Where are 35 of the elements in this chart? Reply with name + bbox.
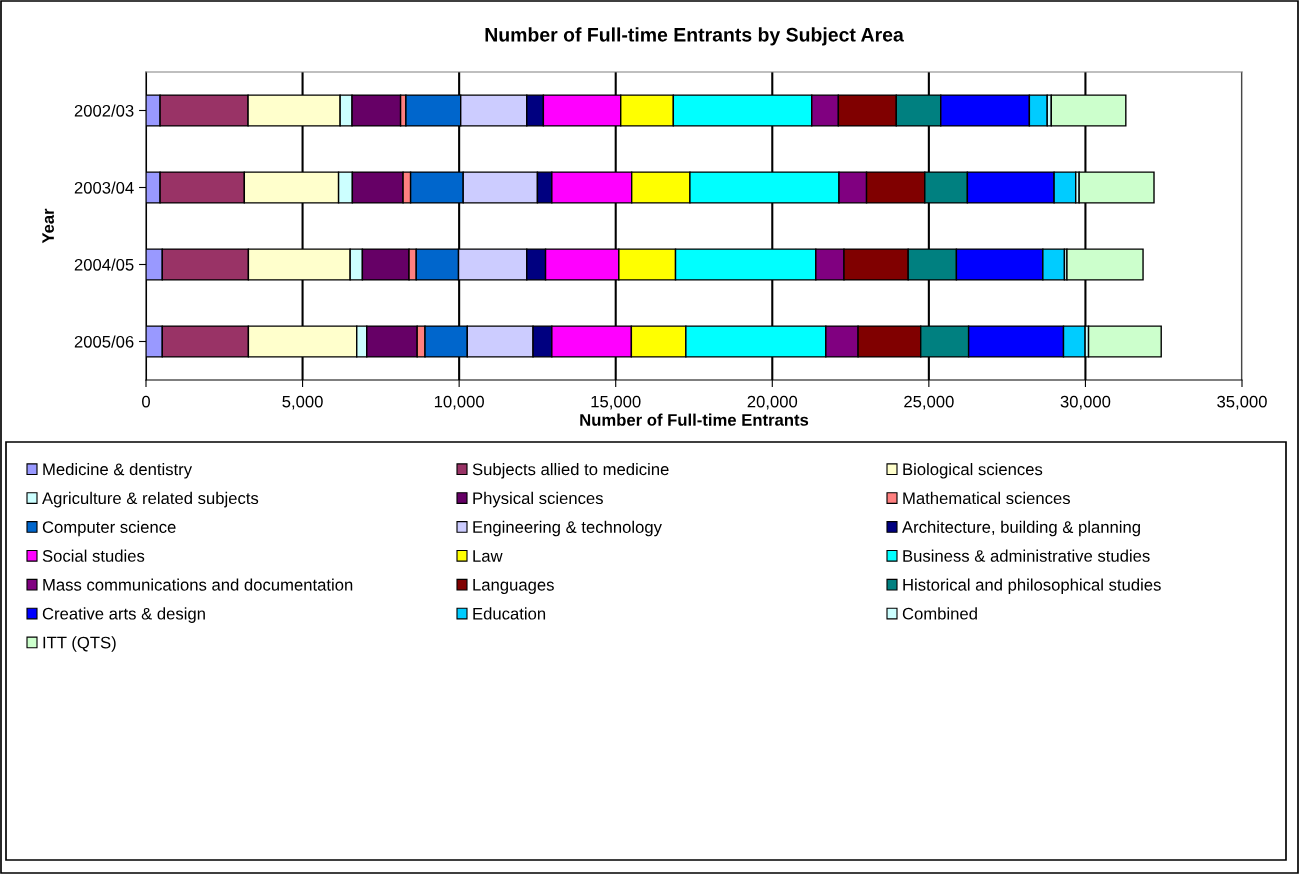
legend-label: Historical and philosophical studies [903,578,1161,595]
y-tick-label: 2003/04 [74,181,134,194]
legend-label: Medicine & dentistry [43,463,193,479]
legend-label: Languages [473,579,554,595]
x-tick-label: 20,000 [747,395,798,410]
y-tick-label: 2002/03 [74,104,134,117]
x-tick-label: 25,000 [904,395,954,410]
x-tick-label: 5,000 [282,395,323,410]
x-tick-label: 35,000 [1217,395,1267,410]
legend-label: ITT (QTS) [43,636,116,652]
legend-label: Computer science [42,520,176,537]
y-axis-title: Year [42,208,54,244]
legend-label: Agriculture & related subjects [42,491,259,508]
legend-label: Education [473,607,546,620]
y-tick-label: 2004/05 [74,258,134,271]
legend-label: Creative arts & design [42,607,205,623]
x-tick-label: 0 [142,395,150,408]
legend-label: Law [473,550,503,562]
x-axis-title: Number of Full-time Entrants [580,413,809,426]
chart-title: Number of Full-time Entrants by Subject Area [485,27,904,46]
bar [1087,325,1162,358]
x-tick-label: 15,000 [591,395,641,410]
legend-label: Physical sciences [473,491,603,508]
legend-label: Architecture, building & planning [902,520,1140,537]
legend-label: Subjects allied to medicine [472,463,669,479]
legend-label: Combined [902,607,977,620]
legend-label: Mathematical sciences [903,491,1070,505]
x-tick-label: 30,000 [1060,395,1111,410]
x-tick-label: 10,000 [434,395,484,410]
legend-label: Social studies [42,549,145,562]
legend-label: Biological sciences [903,463,1043,479]
legend-label: Mass communications and documentation [43,578,353,591]
legend-label: Business & administrative studies [903,549,1150,562]
legend-label: Engineering & technology [473,520,662,537]
y-tick-label: 2005/06 [74,335,134,348]
